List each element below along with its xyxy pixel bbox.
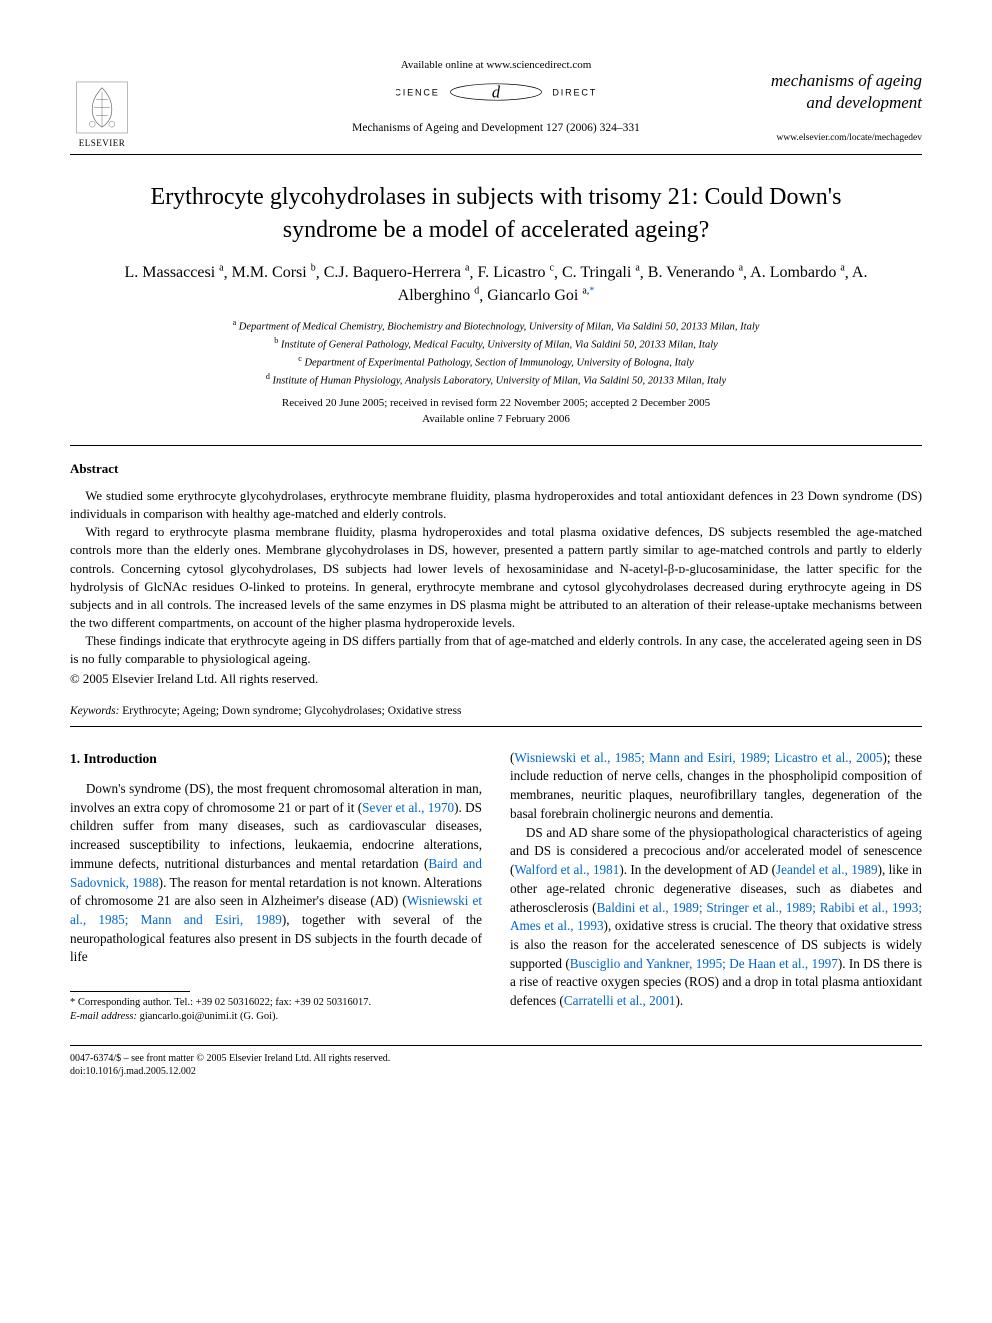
dates-online: Available online 7 February 2006 [70, 412, 922, 427]
footer: 0047-6374/$ – see front matter © 2005 El… [70, 1052, 922, 1079]
article-title: Erythrocyte glycohydrolases in subjects … [110, 181, 882, 246]
abstract-paragraph: These findings indicate that erythrocyte… [70, 632, 922, 668]
ref-link[interactable]: Wisniewski et al., 1985; Mann and Esiri,… [514, 750, 882, 765]
elsevier-tree-icon [74, 80, 130, 135]
keywords-label: Keywords: [70, 705, 119, 717]
body-columns: 1. Introduction Down's syndrome (DS), th… [70, 749, 922, 1025]
author-affil-sup: a [635, 263, 639, 274]
journal-name-line1: mechanisms of ageing [752, 70, 922, 92]
footnote-rule [70, 991, 190, 992]
email-line: E-mail address: giancarlo.goi@unimi.it (… [70, 1010, 482, 1024]
intro-text: ). In the development of AD ( [619, 862, 776, 877]
email-address[interactable]: giancarlo.goi@unimi.it (G. Goi). [137, 1011, 278, 1022]
intro-paragraph-2: DS and AD share some of the physiopathol… [510, 824, 922, 1011]
footnotes: * Corresponding author. Tel.: +39 02 503… [70, 996, 482, 1024]
author: M.M. Corsi b [232, 264, 316, 281]
footer-rule [70, 1045, 922, 1046]
footer-copyright: 0047-6374/$ – see front matter © 2005 El… [70, 1052, 922, 1066]
ref-link[interactable]: Sever et al., 1970 [362, 800, 454, 815]
elsevier-logo: ELSEVIER [70, 80, 134, 150]
intro-paragraph-1: Down's syndrome (DS), the most frequent … [70, 780, 482, 967]
abstract-paragraph: We studied some erythrocyte glycohydrola… [70, 487, 922, 523]
section-heading-intro: 1. Introduction [70, 749, 482, 768]
intro-paragraph-1-cont: (Wisniewski et al., 1985; Mann and Esiri… [510, 749, 922, 824]
abstract-paragraph: With regard to erythrocyte plasma membra… [70, 523, 922, 632]
affiliation: b Institute of General Pathology, Medica… [70, 335, 922, 353]
svg-text:d: d [492, 82, 501, 101]
author-affil-sup: c [550, 263, 554, 274]
author-affil-sup: a [465, 263, 469, 274]
email-label: E-mail address: [70, 1011, 137, 1022]
corresponding-star-icon[interactable]: * [589, 286, 594, 297]
author-affil-sup: a [840, 263, 844, 274]
article-dates: Received 20 June 2005; received in revis… [70, 396, 922, 427]
sd-left: SCIENCE [396, 88, 440, 98]
author-affil-sup: a [219, 263, 223, 274]
elsevier-label: ELSEVIER [79, 137, 126, 150]
ref-link[interactable]: Busciglio and Yankner, 1995; De Haan et … [570, 956, 838, 971]
abstract-body: We studied some erythrocyte glycohydrola… [70, 487, 922, 669]
header: ELSEVIER Available online at www.science… [70, 50, 922, 136]
author: B. Venerando a [648, 264, 743, 281]
author: L. Massaccesi a [125, 264, 224, 281]
affiliation: c Department of Experimental Pathology, … [70, 353, 922, 371]
corr-author-text: * Corresponding author. Tel.: +39 02 503… [70, 997, 371, 1008]
affiliation: a Department of Medical Chemistry, Bioch… [70, 317, 922, 335]
keywords-text: Erythrocyte; Ageing; Down syndrome; Glyc… [119, 705, 461, 717]
keywords-line: Keywords: Erythrocyte; Ageing; Down synd… [70, 703, 922, 720]
affiliations-list: a Department of Medical Chemistry, Bioch… [70, 317, 922, 388]
header-rule [70, 154, 922, 155]
dates-received: Received 20 June 2005; received in revis… [70, 396, 922, 411]
journal-name-line2: and development [752, 92, 922, 114]
journal-logo-block: mechanisms of ageing and development www… [752, 70, 922, 146]
column-left: 1. Introduction Down's syndrome (DS), th… [70, 749, 482, 1025]
author: F. Licastro c [477, 264, 554, 281]
affil-sup: d [266, 372, 270, 381]
abstract-top-rule [70, 445, 922, 446]
abstract-bottom-rule [70, 726, 922, 727]
author: C.J. Baquero-Herrera a [324, 264, 470, 281]
affil-sup: b [274, 336, 278, 345]
authors-list: L. Massaccesi a, M.M. Corsi b, C.J. Baqu… [110, 262, 882, 307]
column-right: (Wisniewski et al., 1985; Mann and Esiri… [510, 749, 922, 1025]
corresponding-author: * Corresponding author. Tel.: +39 02 503… [70, 996, 482, 1010]
author: A. Lombardo a [750, 264, 845, 281]
sd-right: DIRECT® [552, 88, 596, 98]
author: Giancarlo Goi a,* [487, 287, 594, 304]
affiliation: d Institute of Human Physiology, Analysi… [70, 371, 922, 389]
author: C. Tringali a [562, 264, 640, 281]
journal-url: www.elsevier.com/locate/mechagedev [752, 132, 922, 146]
affil-sup: a [233, 318, 237, 327]
author-affil-sup: a [739, 263, 743, 274]
affil-sup: c [298, 354, 302, 363]
author-affil-sup: b [311, 263, 316, 274]
ref-link[interactable]: Carratelli et al., 2001 [564, 993, 676, 1008]
author-affil-sup: d [474, 286, 479, 297]
abstract-copyright: © 2005 Elsevier Ireland Ltd. All rights … [70, 670, 922, 689]
abstract-heading: Abstract [70, 460, 922, 479]
ref-link[interactable]: Walford et al., 1981 [514, 862, 619, 877]
footer-doi: doi:10.1016/j.mad.2005.12.002 [70, 1065, 922, 1079]
ref-link[interactable]: Jeandel et al., 1989 [776, 862, 878, 877]
intro-text: ). [676, 993, 684, 1008]
